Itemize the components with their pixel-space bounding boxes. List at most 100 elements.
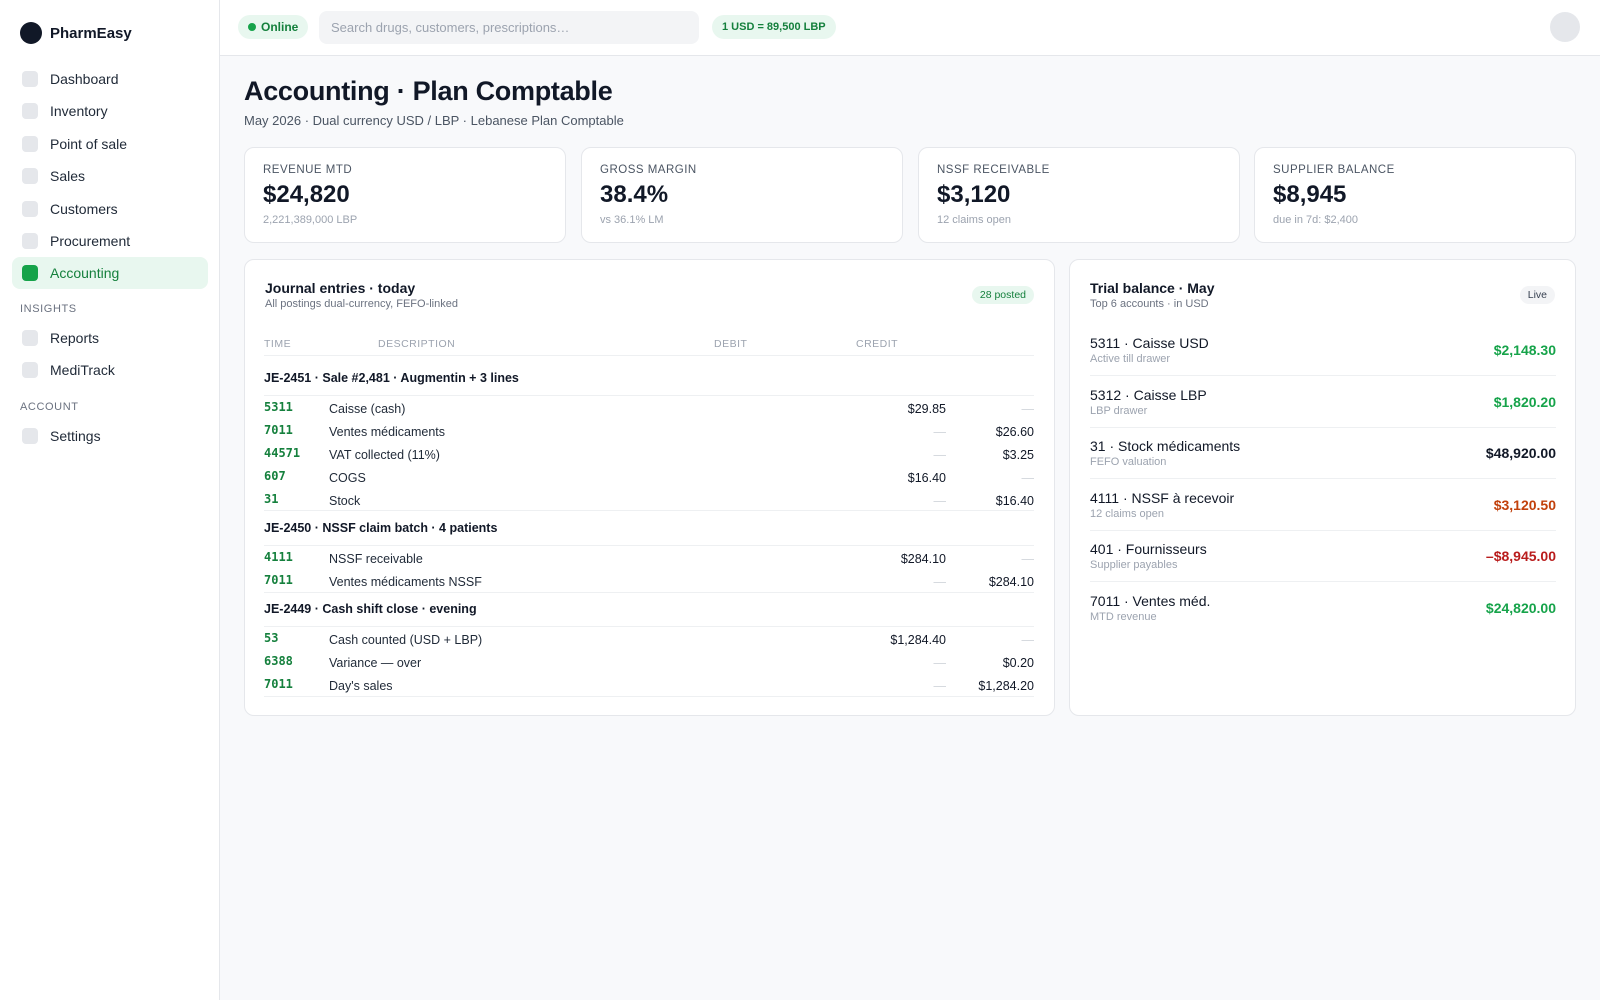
sidebar-item-settings[interactable]: Settings bbox=[12, 420, 208, 452]
journal-line[interactable]: 7011 Ventes médicaments NSSF — $284.10 bbox=[264, 573, 1034, 595]
journal-line[interactable]: 44571 VAT collected (11%) — $3.25 bbox=[264, 446, 1034, 468]
procurement-icon bbox=[22, 233, 38, 249]
credit-amount: $284.10 bbox=[988, 575, 1034, 589]
dashboard-icon bbox=[22, 71, 38, 87]
search-input[interactable] bbox=[319, 11, 699, 44]
sidebar-item-customers[interactable]: Customers bbox=[12, 193, 208, 225]
sidebar-item-point-of-sale[interactable]: Point of sale bbox=[12, 128, 208, 160]
divider bbox=[1090, 530, 1556, 531]
inventory-icon bbox=[22, 103, 38, 119]
sidebar-item-reports[interactable]: Reports bbox=[12, 322, 208, 354]
sidebar-item-procurement[interactable]: Procurement bbox=[12, 225, 208, 257]
sidebar-item-label: Customers bbox=[50, 201, 118, 217]
account-amount: $3,120.50 bbox=[1493, 497, 1556, 513]
avatar[interactable] bbox=[1550, 12, 1580, 42]
column-header-description[interactable]: DESCRIPTION bbox=[378, 338, 456, 350]
column-header-time[interactable]: TIME bbox=[264, 338, 292, 350]
divider bbox=[1090, 427, 1556, 428]
trial-balance-row[interactable]: 31 · Stock médicaments FEFO valuation $4… bbox=[1090, 438, 1556, 490]
account-code: 5311 bbox=[264, 400, 293, 414]
line-description: Day's sales bbox=[329, 679, 393, 693]
account-note: 12 claims open bbox=[1090, 508, 1164, 520]
divider bbox=[264, 626, 1034, 627]
divider bbox=[1090, 478, 1556, 479]
journal-line[interactable]: 7011 Ventes médicaments — $26.60 bbox=[264, 423, 1034, 445]
kpi-card-nssf-receivable: NSSF RECEIVABLE $3,120 12 claims open bbox=[918, 147, 1240, 243]
journal-entry-title[interactable]: JE-2450 · NSSF claim batch · 4 patients bbox=[264, 521, 498, 535]
trial-balance-title: Trial balance · May bbox=[1090, 280, 1215, 296]
section-label-account: ACCOUNT bbox=[20, 401, 79, 413]
brand-name: PharmEasy bbox=[50, 24, 132, 42]
divider bbox=[264, 592, 1034, 593]
debit-amount: — bbox=[933, 448, 947, 462]
status-text: Online bbox=[261, 20, 299, 34]
account-code: 31 bbox=[264, 492, 279, 506]
line-description: Cash counted (USD + LBP) bbox=[329, 633, 483, 647]
posted-count-badge: 28 posted bbox=[971, 286, 1034, 304]
account-amount: $1,820.20 bbox=[1493, 394, 1556, 410]
column-header-credit[interactable]: CREDIT bbox=[856, 338, 899, 350]
section-label-insights: INSIGHTS bbox=[20, 303, 77, 315]
line-description: VAT collected (11%) bbox=[329, 448, 440, 462]
line-description: Ventes médicaments bbox=[329, 425, 446, 439]
sidebar-item-label: MediTrack bbox=[50, 362, 115, 378]
divider bbox=[264, 696, 1034, 697]
line-description: Ventes médicaments NSSF bbox=[329, 575, 482, 589]
sales-icon bbox=[22, 168, 38, 184]
kpi-value: $24,820 bbox=[263, 181, 350, 208]
debit-amount: — bbox=[933, 656, 947, 670]
debit-amount: — bbox=[933, 679, 947, 693]
trial-balance-row[interactable]: 4111 · NSSF à recevoir 12 claims open $3… bbox=[1090, 490, 1556, 542]
debit-amount: $29.85 bbox=[907, 402, 946, 416]
divider bbox=[1090, 375, 1556, 376]
account-name: 7011 · Ventes méd. bbox=[1090, 593, 1211, 609]
debit-amount: $284.10 bbox=[900, 552, 946, 566]
credit-amount: $3.25 bbox=[1002, 448, 1034, 462]
journal-entry-title[interactable]: JE-2451 · Sale #2,481 · Augmentin + 3 li… bbox=[264, 371, 519, 385]
trial-balance-card: Trial balance · May Top 6 accounts · in … bbox=[1069, 259, 1576, 716]
trial-balance-row[interactable]: 5312 · Caisse LBP LBP drawer $1,820.20 bbox=[1090, 387, 1556, 439]
sidebar-item-dashboard[interactable]: Dashboard bbox=[12, 63, 208, 95]
brand[interactable]: PharmEasy bbox=[20, 21, 132, 45]
account-code: 7011 bbox=[264, 423, 293, 437]
account-code: 44571 bbox=[264, 446, 301, 460]
sidebar-item-label: Settings bbox=[50, 428, 101, 444]
sidebar-item-meditrack[interactable]: MediTrack bbox=[12, 354, 208, 386]
sidebar-item-accounting[interactable]: Accounting bbox=[12, 257, 208, 289]
journal-line[interactable]: 6388 Variance — over — $0.20 bbox=[264, 654, 1034, 676]
sidebar-item-inventory[interactable]: Inventory bbox=[12, 95, 208, 127]
status-badge: Online bbox=[238, 15, 309, 39]
trial-balance-row[interactable]: 5311 · Caisse USD Active till drawer $2,… bbox=[1090, 335, 1556, 387]
divider bbox=[264, 545, 1034, 546]
live-badge: Live bbox=[1519, 286, 1555, 304]
journal-line[interactable]: 31 Stock — $16.40 bbox=[264, 492, 1034, 514]
page-title: Accounting · Plan Comptable bbox=[244, 76, 613, 106]
credit-amount: — bbox=[1021, 552, 1035, 566]
trial-balance-row[interactable]: 7011 · Ventes méd. MTD revenue $24,820.0… bbox=[1090, 593, 1556, 645]
line-description: COGS bbox=[329, 471, 366, 485]
journal-line[interactable]: 7011 Day's sales — $1,284.20 bbox=[264, 677, 1034, 699]
journal-title: Journal entries · today bbox=[265, 280, 416, 296]
sidebar-item-label: Procurement bbox=[50, 233, 131, 249]
journal-line[interactable]: 607 COGS $16.40 — bbox=[264, 469, 1034, 491]
kpi-value: 38.4% bbox=[600, 181, 669, 208]
column-header-debit[interactable]: DEBIT bbox=[714, 338, 748, 350]
divider bbox=[264, 395, 1034, 396]
line-description: Variance — over bbox=[329, 656, 422, 670]
sidebar-item-sales[interactable]: Sales bbox=[12, 160, 208, 192]
journal-entry-title[interactable]: JE-2449 · Cash shift close · evening bbox=[264, 602, 477, 616]
journal-line[interactable]: 4111 NSSF receivable $284.10 — bbox=[264, 550, 1034, 572]
account-name: 401 · Fournisseurs bbox=[1090, 541, 1207, 557]
kpi-value: $3,120 bbox=[937, 181, 1011, 208]
journal-card: Journal entries · today All postings dua… bbox=[244, 259, 1055, 716]
kpi-card-supplier-balance: SUPPLIER BALANCE $8,945 due in 7d: $2,40… bbox=[1254, 147, 1576, 243]
trial-balance-row[interactable]: 401 · Fournisseurs Supplier payables –$8… bbox=[1090, 541, 1556, 593]
debit-amount: $1,284.40 bbox=[890, 633, 946, 647]
kpi-sub: due in 7d: $2,400 bbox=[1273, 214, 1359, 226]
customers-icon bbox=[22, 201, 38, 217]
line-description: Caisse (cash) bbox=[329, 402, 406, 416]
journal-line[interactable]: 53 Cash counted (USD + LBP) $1,284.40 — bbox=[264, 631, 1034, 653]
journal-line[interactable]: 5311 Caisse (cash) $29.85 — bbox=[264, 400, 1034, 422]
sidebar-item-label: Accounting bbox=[50, 265, 120, 281]
account-code: 607 bbox=[264, 469, 286, 483]
